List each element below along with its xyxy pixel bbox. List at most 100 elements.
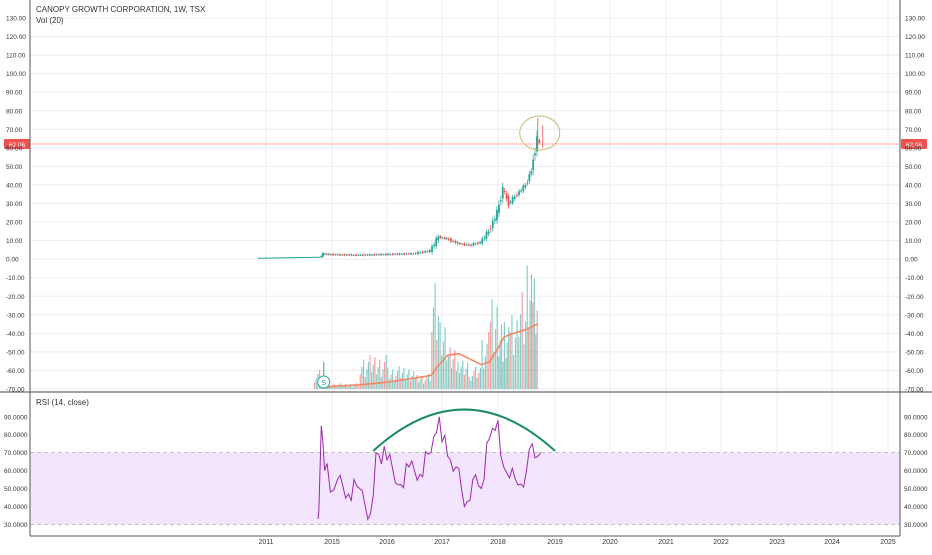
price-candle (515, 194, 518, 196)
volume-bar (518, 336, 520, 389)
volume-bar (454, 350, 456, 389)
volume-bar (353, 385, 355, 389)
price-candle (530, 171, 533, 174)
price-candle (334, 254, 337, 256)
price-candle (403, 253, 406, 255)
price-candle (325, 253, 328, 255)
rsi-tick-label-right: 50.0000 (904, 486, 928, 493)
volume-bar (315, 378, 317, 389)
price-candle (330, 254, 332, 256)
price-candle (389, 254, 392, 256)
rsi-tick-label-left: 90.0000 (4, 414, 28, 421)
price-candle (443, 237, 446, 239)
volume-bar (467, 362, 469, 389)
price-candle (396, 253, 399, 255)
price-candle (498, 204, 500, 213)
time-tick-label: 2011 (258, 539, 273, 546)
volume-bar (421, 375, 423, 389)
price-candle (522, 185, 525, 192)
price-candle (532, 159, 535, 171)
price-candle (357, 254, 360, 256)
price-tick-label-left: 80.00 (6, 108, 23, 115)
price-candle (491, 220, 494, 229)
price-candle (428, 249, 431, 253)
price-candle (332, 253, 335, 256)
volume-bar (535, 333, 537, 389)
volume-bar (379, 359, 381, 389)
price-candle (485, 232, 488, 239)
time-tick-label: 2023 (769, 539, 785, 546)
volume-bar (411, 375, 413, 389)
price-tick-label-left: -10.00 (6, 275, 25, 282)
volume-bar (431, 332, 433, 389)
price-tick-label-right: -60.00 (905, 368, 924, 375)
price-tick-label-left: 90.00 (6, 90, 23, 97)
price-candle (426, 251, 429, 253)
price-candle (499, 200, 502, 202)
price-tick-label-left: 10.00 (6, 238, 23, 245)
price-tick-label-right: 20.00 (905, 220, 922, 227)
price-tick-label-right: -10.00 (905, 275, 924, 282)
volume-bar (419, 379, 421, 389)
price-candle (391, 253, 394, 255)
volume-bar (506, 342, 508, 389)
volume-bar (367, 362, 369, 389)
volume-bar (502, 361, 504, 389)
price-candle (452, 240, 455, 242)
volume-bar (460, 366, 462, 389)
volume-bar (439, 322, 441, 389)
price-candle (431, 246, 433, 252)
volume-bar (327, 386, 329, 389)
rsi-tick-label-left: 80.0000 (4, 432, 28, 439)
price-candle (454, 240, 457, 244)
price-candle (350, 254, 353, 256)
volume-bar (372, 364, 374, 389)
volume-bar (496, 306, 498, 389)
volume-bar (476, 377, 478, 389)
volume-bar (345, 383, 347, 389)
volume-bar (436, 340, 438, 389)
time-tick-label: 2025 (880, 539, 896, 546)
volume-bar (356, 383, 358, 389)
volume-bar (488, 332, 490, 389)
price-candle (520, 190, 523, 192)
volume-bar (509, 332, 511, 389)
highlight-circle (519, 115, 561, 151)
price-candle (470, 244, 473, 246)
price-candle (505, 193, 508, 199)
volume-bar (457, 362, 459, 389)
price-candle (524, 184, 527, 188)
rsi-layer (317, 416, 542, 521)
volume-bar (426, 377, 428, 389)
volume-bar (400, 377, 402, 389)
volume-bar (354, 384, 357, 389)
price-candle (518, 191, 520, 196)
price-candle (465, 244, 468, 246)
volume-bar (478, 372, 480, 389)
price-tick-label-left: 0.00 (6, 257, 19, 264)
volume-bar (511, 314, 513, 389)
last-price-tag-right (901, 139, 927, 150)
split-marker-label: S (321, 380, 326, 387)
price-candle (341, 254, 344, 256)
volume-bar (371, 371, 373, 389)
volume-bar (385, 354, 387, 389)
price-layer (257, 118, 544, 259)
rsi-tick-label-left: 70.0000 (4, 450, 28, 457)
volume-bar (432, 307, 435, 389)
volume-bar (494, 329, 497, 389)
volume-bar (406, 374, 408, 389)
price-tick-label-left: -50.00 (6, 349, 25, 356)
volume-bar (343, 384, 345, 389)
price-candle (528, 173, 531, 182)
time-tick-label: 2015 (324, 539, 340, 546)
volume-bar (383, 362, 386, 389)
volume-bar (463, 374, 465, 389)
price-candle (445, 237, 448, 240)
volume-bar (358, 386, 360, 389)
price-tick-label-left: 110.00 (6, 53, 26, 60)
rsi-tick-label-right: 60.0000 (904, 468, 928, 475)
price-tick-label-right: -30.00 (905, 312, 924, 319)
